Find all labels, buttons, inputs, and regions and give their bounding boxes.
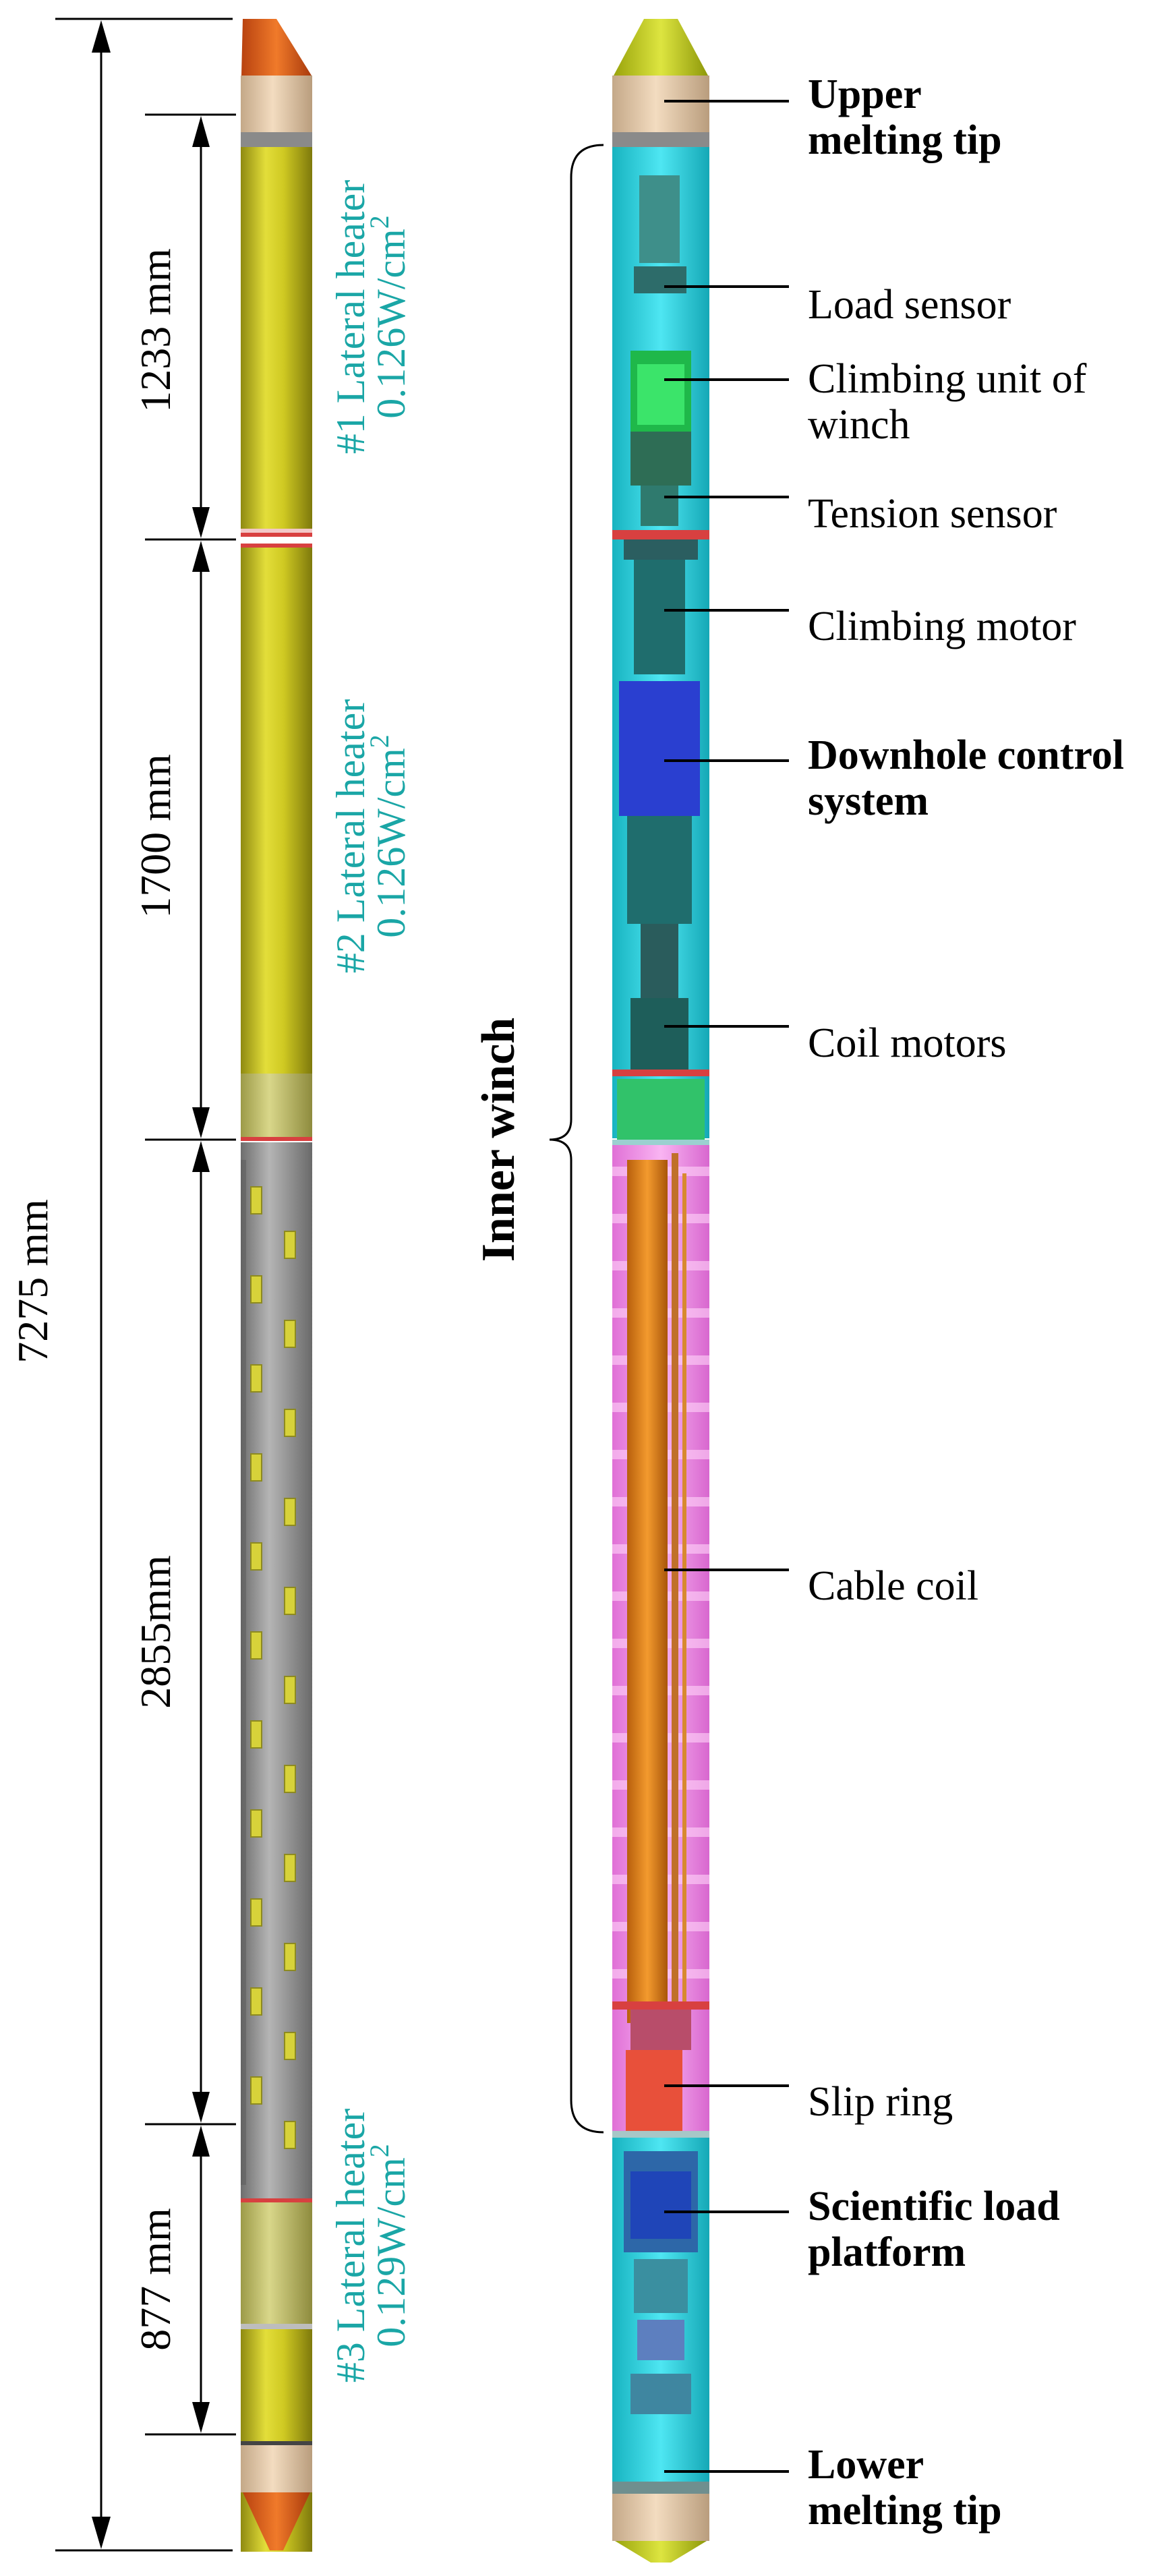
component-label: Load sensor — [808, 282, 1011, 328]
right-lower-tip-cone — [615, 2541, 707, 2563]
right-upper-tip-cone — [614, 19, 708, 76]
heater-name-label: #2 Lateral heater — [328, 699, 373, 973]
left-heater-1 — [241, 147, 312, 529]
heater-slot — [250, 1809, 262, 1838]
heater-slot — [284, 1320, 296, 1348]
component-label: Downhole control system — [808, 732, 1124, 824]
heater-name-label: #3 Lateral heater — [328, 2109, 373, 2382]
heater-slot — [284, 1676, 296, 1704]
inner-winch-label: Inner winch — [473, 1018, 525, 1262]
heater-slot — [284, 1765, 296, 1793]
left-upper-tip-cone — [241, 19, 312, 76]
segment-length-label: 1233 mm — [131, 248, 179, 413]
left-upper-tip-collar — [241, 76, 312, 132]
segment-length-label: 2855mm — [131, 1555, 179, 1709]
downhole-control-box — [619, 681, 700, 816]
heater-power-label: 0.126W/cm2 — [364, 734, 413, 938]
total-length-label: 7275 mm — [9, 1199, 57, 1364]
heater-slot — [250, 1720, 262, 1749]
heater-slot — [284, 2032, 296, 2060]
heater-slot — [250, 1364, 262, 1393]
component-label: Tension sensor — [808, 491, 1057, 537]
right-probe — [612, 19, 709, 2563]
heater-slot — [284, 1498, 296, 1526]
heater-slot — [250, 1542, 262, 1571]
heater-power-label: 0.129W/cm2 — [364, 2144, 413, 2347]
heater-slot — [250, 1631, 262, 1660]
right-upper-tip-collar — [612, 76, 709, 132]
heater-slot — [250, 1186, 262, 1214]
heater-slot — [284, 1943, 296, 1971]
cable-coil — [627, 1160, 668, 2023]
left-dimensions: 7275 mm 1233 mm 1700 mm 2855mm 877 mm #1 Late… — [9, 18, 413, 2552]
segment-length-label: 877 mm — [131, 2208, 179, 2351]
segment-length-label: 1700 mm — [131, 754, 179, 918]
slip-ring — [626, 2050, 682, 2131]
heater-slot — [250, 1275, 262, 1304]
component-label: Cable coil — [808, 1563, 978, 1609]
component-label: Scientific load platform — [808, 2184, 1060, 2275]
heater-slot — [284, 1409, 296, 1437]
heater-name-label: #1 Lateral heater — [328, 180, 373, 454]
left-probe — [241, 19, 312, 2552]
component-label: Climbing unit of winch — [808, 356, 1087, 448]
component-label: Slip ring — [808, 2079, 953, 2125]
right-lower-tip-collar — [612, 2494, 709, 2541]
heater-slot — [284, 1854, 296, 1882]
heater-slot — [284, 2121, 296, 2149]
heater-slot — [284, 1587, 296, 1615]
left-middle-section — [241, 1142, 312, 2198]
heater-slot — [250, 2076, 262, 2105]
right-labels: Upper melting tip Load sensor Climbing unit… — [473, 71, 1124, 2534]
heater-slot — [250, 1453, 262, 1482]
component-label: Lower melting tip — [808, 2442, 1002, 2534]
heater-power-label: 0.126W/cm2 — [364, 215, 413, 419]
component-label: Upper melting tip — [808, 71, 1002, 163]
heater-slot — [250, 1898, 262, 1927]
slot-pattern — [250, 1186, 296, 2149]
inner-winch-bracket — [549, 144, 604, 2134]
component-label: Coil motors — [808, 1020, 1007, 1066]
left-heater-2 — [241, 548, 312, 1074]
left-lower-tip-cone — [243, 2492, 310, 2550]
heater-slot — [284, 1231, 296, 1259]
heater-slot — [250, 1987, 262, 2016]
component-label: Climbing motor — [808, 604, 1076, 649]
left-lower-tip-collar-visible — [241, 2445, 312, 2492]
